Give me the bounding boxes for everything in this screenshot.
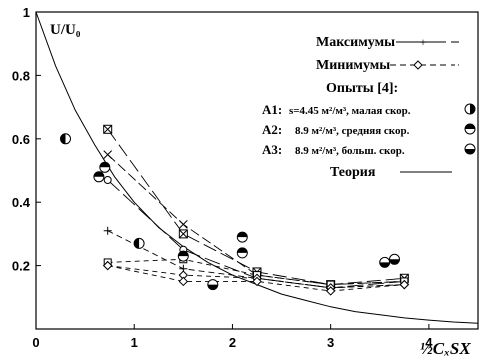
legend-experiments-header: Опыты [4]: <box>326 81 398 96</box>
legend-a1-marker <box>464 103 476 115</box>
markers <box>60 124 410 296</box>
minima-point <box>102 260 113 271</box>
legend-theory-label: Теория <box>330 165 376 180</box>
experiment-point-fill <box>93 171 104 177</box>
experiment-point-a3 <box>389 253 400 265</box>
experiment-point-fill <box>99 162 110 168</box>
axes: 0.2 0.4 0.6 0.8 1 0 1 2 3 4 U/U₀ ½CₓSX <box>12 5 479 358</box>
x-tick-label: 4 <box>425 335 433 350</box>
y-tick-label: 1 <box>23 5 30 20</box>
legend-a3-text: 8.9 м²/м³, больш. скор. <box>295 145 405 157</box>
legend-a3-label: A3: <box>262 142 282 157</box>
maxima-point-cross <box>103 124 113 134</box>
legend-maxima-marker: + <box>420 35 427 49</box>
legend-a2-marker <box>464 123 476 135</box>
legend-maxima-label: Максимумы <box>316 35 395 50</box>
experiment-point-a1 <box>133 237 145 249</box>
legend-minima-marker <box>413 60 423 70</box>
maxima-point <box>103 150 113 160</box>
experiment-point-fill <box>134 238 140 249</box>
experiment-point-fill <box>60 133 66 144</box>
x-tick-label: 1 <box>131 335 138 350</box>
legend: Максимумы + Минимумы Опыты [4]: A1: s=4.… <box>262 35 476 180</box>
legend-a2-text: 8.9 м²/м³, средняя скор. <box>295 125 410 137</box>
minima-point <box>325 286 336 296</box>
minima-point <box>399 279 410 290</box>
legend-a1-label: A1: <box>262 102 282 117</box>
x-tick-label: 2 <box>229 335 236 350</box>
experiment-point-a3 <box>207 279 219 291</box>
experiment-point-fill <box>178 251 189 257</box>
y-tick-label: 0.6 <box>12 132 30 147</box>
minima-point <box>178 276 189 287</box>
legend-a1-text: s=4.45 м²/м³, малая скор. <box>289 105 411 117</box>
experiment-point-fill <box>389 259 400 265</box>
legend-a2-label: A2: <box>262 122 282 137</box>
x-tick-label: 3 <box>327 335 334 350</box>
experiment-point-a1 <box>60 133 71 145</box>
experiment-point-fill <box>379 262 390 268</box>
experiment-point-a2 <box>93 171 105 183</box>
theory-curve <box>35 11 479 324</box>
experiment-point-a2 <box>236 231 248 243</box>
x-axis-label: ½CₓSX <box>420 339 471 358</box>
plot-frame <box>35 11 479 330</box>
maxima-point <box>103 176 112 185</box>
experiment-point-fill <box>237 232 248 238</box>
experiment-point-a2 <box>177 250 189 262</box>
legend-a3-marker <box>464 143 476 155</box>
x-tick-label: 0 <box>32 335 39 350</box>
maxima-point-cross <box>178 229 188 239</box>
y-axis-label: U/U₀ <box>50 22 81 38</box>
experiment-point-a3 <box>379 256 391 268</box>
experiment-point-fill <box>207 284 218 290</box>
y-tick-label: 0.2 <box>12 259 30 274</box>
minima-point <box>252 276 262 287</box>
experiment-point-fill <box>237 247 248 253</box>
y-tick-label: 0.8 <box>12 68 30 83</box>
experiment-point-a2 <box>99 161 111 173</box>
y-tick-label: 0.4 <box>12 195 31 210</box>
maxima-point <box>178 220 188 229</box>
legend-minima-label: Минимумы <box>316 58 390 73</box>
maxima-point <box>103 226 112 235</box>
experiment-point-a2 <box>236 247 248 259</box>
